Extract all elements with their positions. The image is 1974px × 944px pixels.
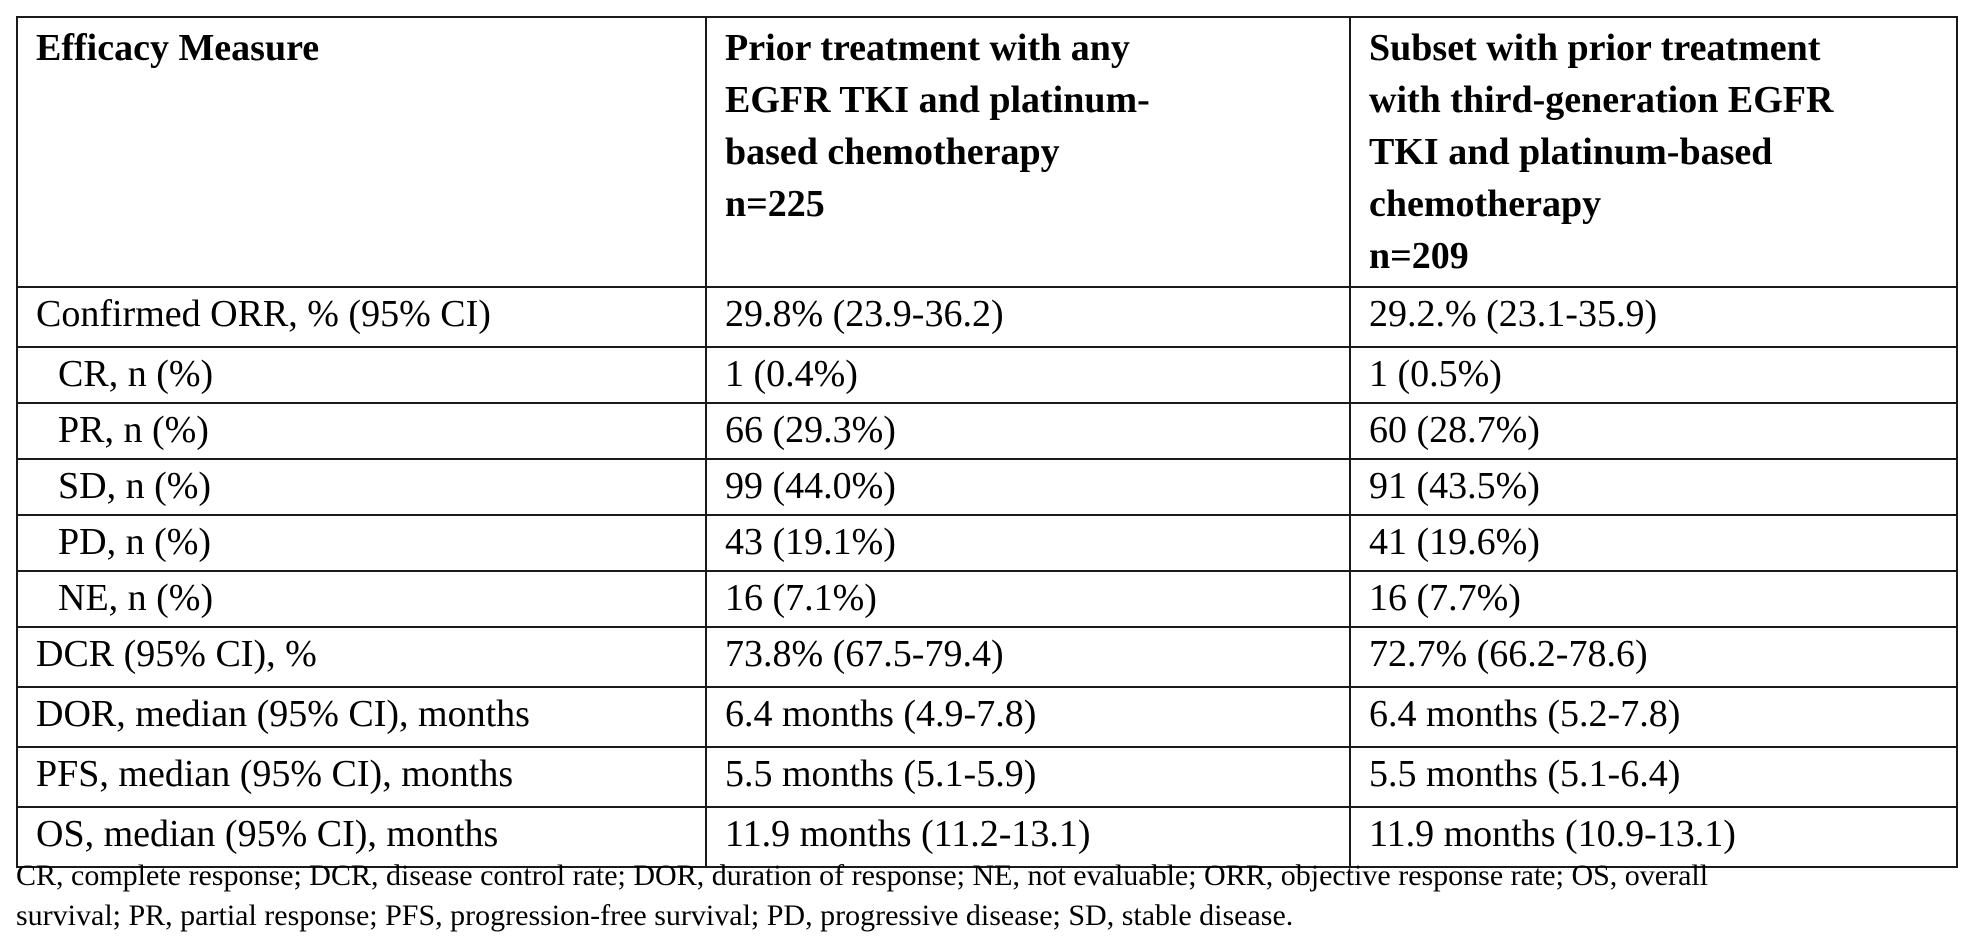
header-efficacy-measure: Efficacy Measure (17, 17, 706, 287)
header-line: Subset with prior treatment (1369, 22, 1938, 74)
cell-measure: PD, n (%) (17, 515, 706, 571)
cell-any: 16 (7.1%) (706, 571, 1350, 627)
header-line: Efficacy Measure (36, 22, 687, 74)
table-row-pd: PD, n (%) 43 (19.1%) 41 (19.6%) (17, 515, 1957, 571)
cell-third: 91 (43.5%) (1350, 459, 1957, 515)
cell-measure: NE, n (%) (17, 571, 706, 627)
header-third-generation-egfr-tki: Subset with prior treatment with third-g… (1350, 17, 1957, 287)
header-any-egfr-tki: Prior treatment with any EGFR TKI and pl… (706, 17, 1350, 287)
header-n: n=225 (725, 178, 1331, 230)
cell-measure: Confirmed ORR, % (95% CI) (17, 287, 706, 347)
footnote-line: CR, complete response; DCR, disease cont… (16, 856, 1956, 896)
cell-third: 29.2.% (23.1-35.9) (1350, 287, 1957, 347)
table-row-sd: SD, n (%) 99 (44.0%) 91 (43.5%) (17, 459, 1957, 515)
table-row-pr: PR, n (%) 66 (29.3%) 60 (28.7%) (17, 403, 1957, 459)
cell-any: 6.4 months (4.9-7.8) (706, 687, 1350, 747)
table-row-pfs: PFS, median (95% CI), months 5.5 months … (17, 747, 1957, 807)
abbreviations-footnote: CR, complete response; DCR, disease cont… (16, 856, 1956, 936)
cell-measure: CR, n (%) (17, 347, 706, 403)
header-line: chemotherapy (1369, 178, 1938, 230)
header-row: Efficacy Measure Prior treatment with an… (17, 17, 1957, 287)
table-row-dcr: DCR (95% CI), % 73.8% (67.5-79.4) 72.7% … (17, 627, 1957, 687)
header-line: with third-generation EGFR (1369, 74, 1938, 126)
cell-third: 60 (28.7%) (1350, 403, 1957, 459)
cell-third: 16 (7.7%) (1350, 571, 1957, 627)
header-line: Prior treatment with any (725, 22, 1331, 74)
cell-any: 73.8% (67.5-79.4) (706, 627, 1350, 687)
cell-third: 1 (0.5%) (1350, 347, 1957, 403)
cell-measure: PFS, median (95% CI), months (17, 747, 706, 807)
header-line: TKI and platinum-based (1369, 126, 1938, 178)
cell-any: 1 (0.4%) (706, 347, 1350, 403)
table-row-cr: CR, n (%) 1 (0.4%) 1 (0.5%) (17, 347, 1957, 403)
cell-third: 41 (19.6%) (1350, 515, 1957, 571)
cell-measure: DCR (95% CI), % (17, 627, 706, 687)
table-row-ne: NE, n (%) 16 (7.1%) 16 (7.7%) (17, 571, 1957, 627)
cell-third: 6.4 months (5.2-7.8) (1350, 687, 1957, 747)
table-row-dor: DOR, median (95% CI), months 6.4 months … (17, 687, 1957, 747)
cell-third: 72.7% (66.2-78.6) (1350, 627, 1957, 687)
header-line: EGFR TKI and platinum- (725, 74, 1331, 126)
cell-measure: PR, n (%) (17, 403, 706, 459)
efficacy-table: Efficacy Measure Prior treatment with an… (16, 16, 1958, 868)
table-row-confirmed-orr: Confirmed ORR, % (95% CI) 29.8% (23.9-36… (17, 287, 1957, 347)
cell-measure: SD, n (%) (17, 459, 706, 515)
cell-any: 5.5 months (5.1-5.9) (706, 747, 1350, 807)
header-line: based chemotherapy (725, 126, 1331, 178)
header-n: n=209 (1369, 230, 1938, 282)
cell-any: 43 (19.1%) (706, 515, 1350, 571)
efficacy-table-container: Efficacy Measure Prior treatment with an… (16, 16, 1956, 868)
cell-measure: DOR, median (95% CI), months (17, 687, 706, 747)
cell-any: 99 (44.0%) (706, 459, 1350, 515)
cell-any: 29.8% (23.9-36.2) (706, 287, 1350, 347)
cell-third: 5.5 months (5.1-6.4) (1350, 747, 1957, 807)
footnote-line: survival; PR, partial response; PFS, pro… (16, 896, 1956, 936)
cell-any: 66 (29.3%) (706, 403, 1350, 459)
